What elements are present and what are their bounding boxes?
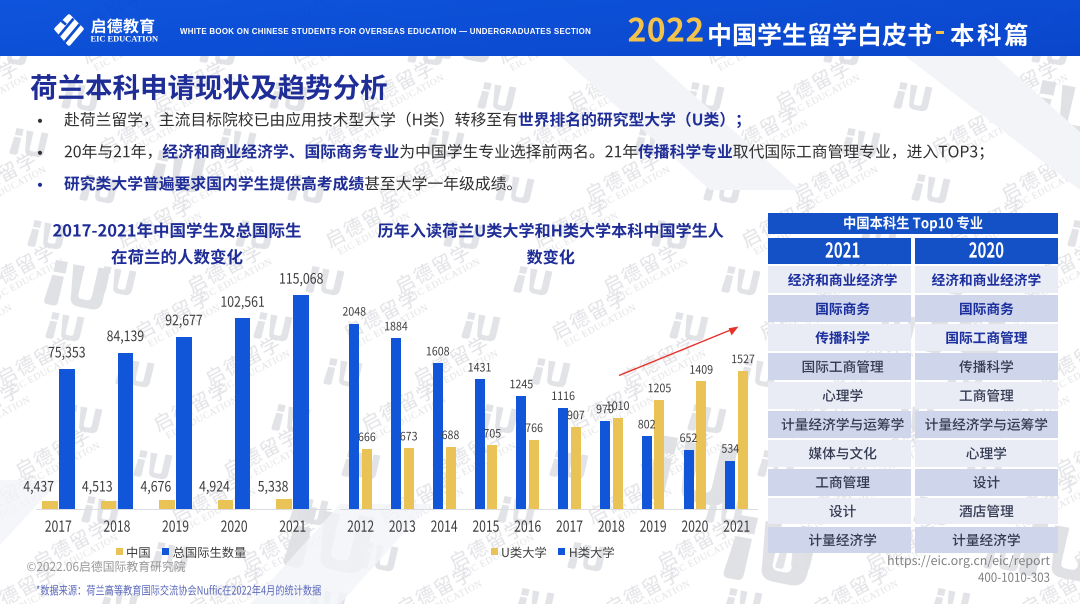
svg-text:EIC EDUCATION: EIC EDUCATION bbox=[91, 35, 159, 44]
svg-text:WHITE BOOK ON CHINESE STUDENTS: WHITE BOOK ON CHINESE STUDENTS FOR OVERS… bbox=[180, 27, 591, 36]
